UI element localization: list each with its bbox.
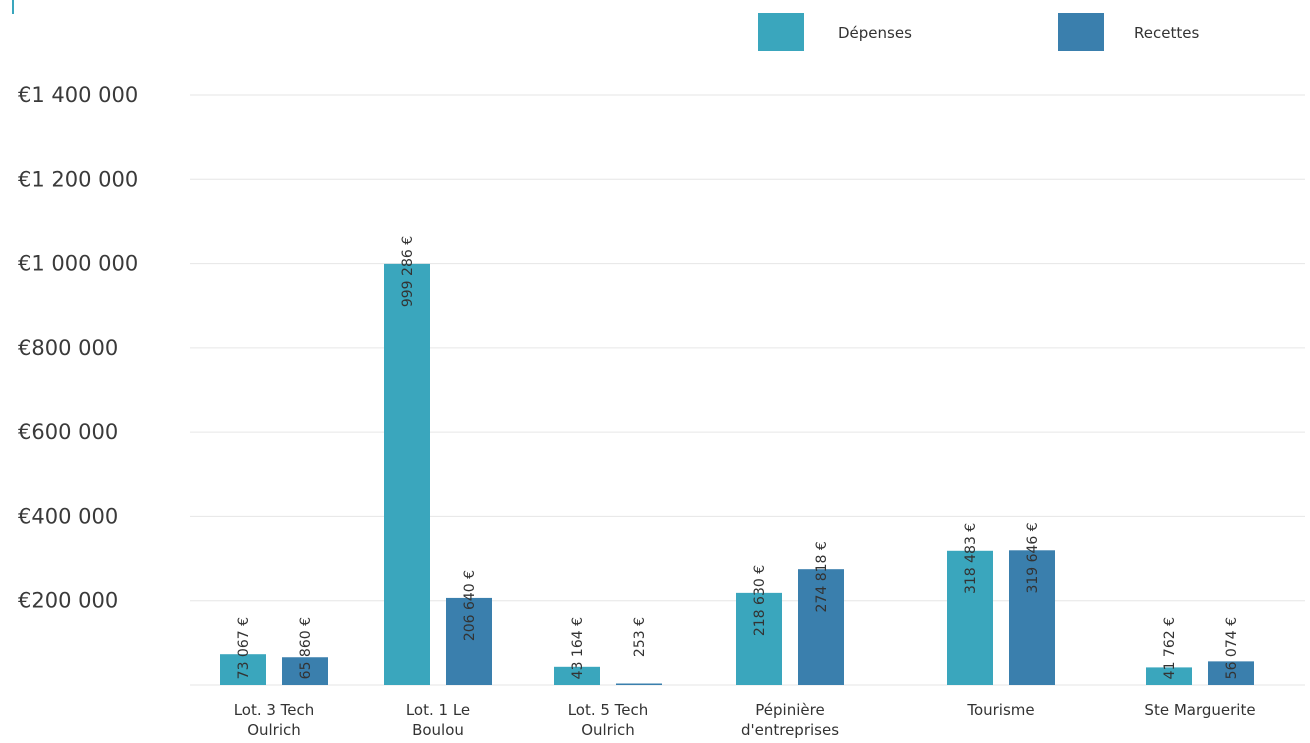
bar-depenses <box>947 550 993 685</box>
legend-swatch <box>1058 13 1104 51</box>
legend-swatch <box>758 13 804 51</box>
legend-label: Recettes <box>1134 24 1199 42</box>
x-tick-label: Pépinière d'entreprises <box>741 701 839 739</box>
data-label: 73 067 € <box>236 617 252 679</box>
data-label: 65 860 € <box>298 617 314 679</box>
data-label: 319 646 € <box>1025 522 1041 593</box>
x-tick-label: Ste Marguerite <box>1144 701 1255 719</box>
y-tick-label: €1 200 000 <box>18 167 138 191</box>
legend: Dépenses Recettes <box>758 13 1199 51</box>
bar-depenses <box>1146 667 1192 685</box>
y-tick-label: €600 000 <box>18 420 118 444</box>
bars <box>220 263 1254 685</box>
data-label: 206 640 € <box>462 570 478 641</box>
y-tick-label: €400 000 <box>18 504 118 528</box>
x-tick-label: Lot. 3 Tech Oulrich <box>234 701 315 739</box>
data-label: 218 630 € <box>752 565 768 636</box>
y-axis-ticks: €200 000 €400 000 €600 000 €800 000 €1 000 0… <box>18 83 138 613</box>
x-tick-label: Tourisme <box>966 701 1034 719</box>
data-label: 999 286 € <box>400 236 416 307</box>
bar-depenses <box>220 654 266 685</box>
data-label: 43 164 € <box>570 617 586 679</box>
data-label: 41 762 € <box>1162 617 1178 679</box>
bar-recettes <box>1208 661 1254 685</box>
bar-recettes <box>616 683 662 685</box>
data-label: 318 483 € <box>963 523 979 594</box>
bar-recettes <box>1009 550 1055 685</box>
y-tick-label: €800 000 <box>18 336 118 360</box>
bar-recettes <box>282 657 328 685</box>
data-label: 56 074 € <box>1224 617 1240 679</box>
y-tick-label: €200 000 <box>18 589 118 613</box>
data-label: 274 818 € <box>814 541 830 612</box>
gridlines <box>190 94 1305 686</box>
data-labels: 73 067 € 999 286 € 43 164 € 218 630 € 318 48… <box>236 236 1240 679</box>
x-axis-ticks: Lot. 3 Tech Oulrich Lot. 1 Le Boulou Lot. 5 … <box>234 701 1256 739</box>
bar-recettes <box>446 597 492 685</box>
corner-accent-mark <box>12 0 14 14</box>
x-tick-label: Lot. 1 Le Boulou <box>406 701 470 739</box>
x-tick-label: Lot. 5 Tech Oulrich <box>568 701 649 739</box>
bar-depenses <box>384 263 430 685</box>
data-label: 253 € <box>632 617 648 657</box>
bar-depenses <box>554 666 600 685</box>
y-tick-label: €1 400 000 <box>18 83 138 107</box>
bar-depenses <box>736 592 782 685</box>
bar-recettes <box>798 569 844 685</box>
legend-label: Dépenses <box>838 24 912 42</box>
y-tick-label: €1 000 000 <box>18 252 138 276</box>
